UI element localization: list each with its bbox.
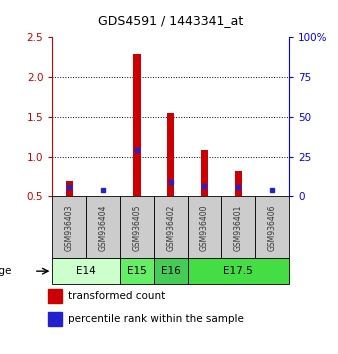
FancyBboxPatch shape: [120, 196, 154, 258]
FancyBboxPatch shape: [188, 196, 221, 258]
Bar: [167, 113, 174, 196]
Text: GSM936401: GSM936401: [234, 204, 243, 251]
Text: GDS4591 / 1443341_at: GDS4591 / 1443341_at: [98, 14, 243, 27]
Text: E17.5: E17.5: [223, 266, 253, 276]
Bar: [188, 258, 289, 284]
Bar: [66, 181, 73, 196]
Bar: [201, 150, 208, 196]
Bar: [154, 258, 188, 284]
Text: GSM936405: GSM936405: [132, 204, 141, 251]
FancyBboxPatch shape: [221, 196, 255, 258]
Text: percentile rank within the sample: percentile rank within the sample: [68, 314, 244, 324]
Bar: [48, 312, 62, 326]
Text: E16: E16: [161, 266, 180, 276]
Text: GSM936400: GSM936400: [200, 204, 209, 251]
Text: GSM936403: GSM936403: [65, 204, 74, 251]
Bar: [120, 258, 154, 284]
Text: GSM936402: GSM936402: [166, 204, 175, 251]
FancyBboxPatch shape: [154, 196, 188, 258]
Text: E15: E15: [127, 266, 147, 276]
Bar: [235, 171, 242, 196]
FancyBboxPatch shape: [52, 196, 86, 258]
Text: transformed count: transformed count: [68, 291, 165, 301]
FancyBboxPatch shape: [255, 196, 289, 258]
Text: GSM936406: GSM936406: [268, 204, 276, 251]
FancyBboxPatch shape: [86, 196, 120, 258]
Bar: [48, 289, 62, 303]
Bar: [52, 258, 120, 284]
Bar: [133, 54, 141, 196]
Text: GSM936404: GSM936404: [99, 204, 107, 251]
Text: age: age: [0, 266, 12, 276]
Text: E14: E14: [76, 266, 96, 276]
